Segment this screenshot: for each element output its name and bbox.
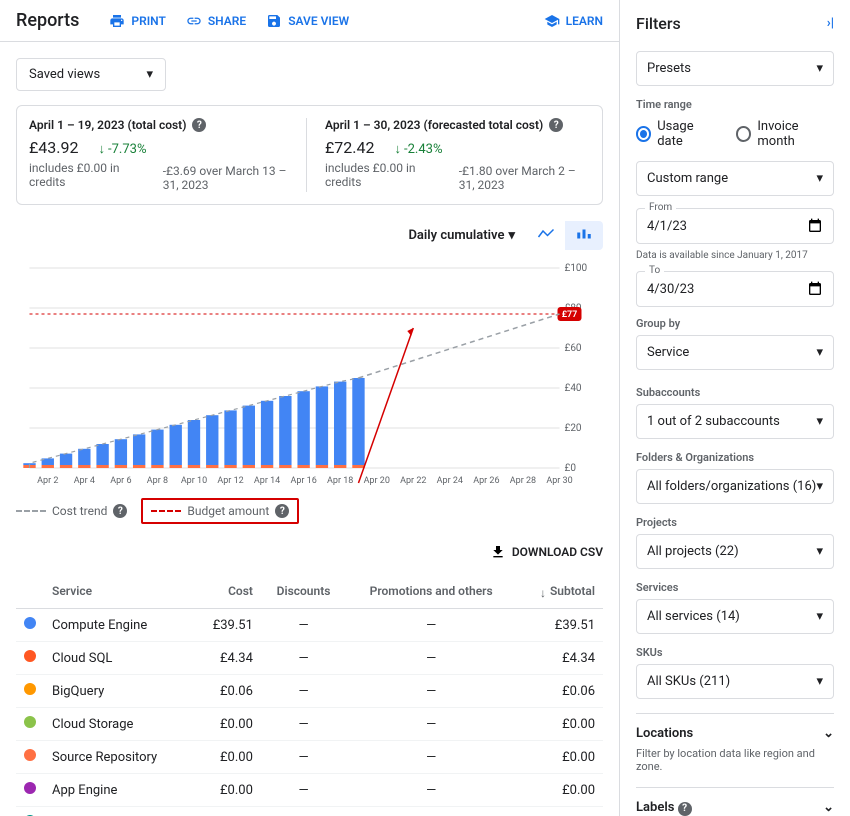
svg-text:Apr 10: Apr 10: [181, 476, 207, 486]
saved-views-select[interactable]: Saved views▾: [16, 58, 166, 91]
filters-panel: Filters ›| Presets▾ Time range Usage dat…: [620, 0, 850, 816]
chart-view-select[interactable]: Daily cumulative▾: [408, 228, 515, 243]
help-icon[interactable]: ?: [192, 118, 206, 132]
save-view-button[interactable]: SAVE VIEW: [266, 13, 349, 29]
help-icon[interactable]: ?: [549, 118, 563, 132]
svg-text:Apr 6: Apr 6: [110, 476, 131, 486]
group-by-select[interactable]: Service▾: [636, 335, 834, 370]
svg-text:£60: £60: [565, 343, 582, 354]
table-row[interactable]: App Engine £0.00 — — £0.00: [16, 774, 603, 807]
header: Reports PRINT SHARE SAVE VIEW LEARN: [0, 0, 619, 42]
svg-text:£0: £0: [565, 463, 577, 474]
help-icon[interactable]: ?: [275, 504, 289, 518]
table-row[interactable]: BigQuery £0.06 — — £0.06: [16, 675, 603, 708]
help-icon[interactable]: ?: [113, 504, 127, 518]
calendar-icon: [807, 281, 823, 297]
forecast-cost-card: April 1 – 30, 2023 (forecasted total cos…: [306, 118, 590, 192]
svg-text:Apr 12: Apr 12: [217, 476, 243, 486]
table-row[interactable]: Source Repository £0.00 — — £0.00: [16, 741, 603, 774]
svg-text:£77: £77: [562, 310, 578, 320]
labels-section[interactable]: Labels ?⌄: [636, 800, 834, 816]
svg-text:Apr 4: Apr 4: [74, 476, 95, 486]
help-icon[interactable]: ?: [678, 802, 692, 816]
range-select[interactable]: Custom range▾: [636, 161, 834, 196]
cost-chart: £0£20£40£60£80£100£77Apr 2Apr 4Apr 6Apr …: [16, 258, 603, 488]
svg-text:Apr 24: Apr 24: [437, 476, 463, 486]
subaccounts-select[interactable]: 1 out of 2 subaccounts▾: [636, 404, 834, 439]
from-date-input[interactable]: From 4/1/23: [636, 208, 834, 244]
share-button[interactable]: SHARE: [186, 13, 246, 29]
svg-text:Apr 8: Apr 8: [147, 476, 168, 486]
svg-text:Apr 16: Apr 16: [290, 476, 316, 486]
svg-text:Apr 26: Apr 26: [473, 476, 499, 486]
svg-text:£40: £40: [565, 383, 582, 394]
table-row[interactable]: Cloud Storage £0.00 — — £0.00: [16, 708, 603, 741]
locations-section[interactable]: Locations⌄: [636, 726, 834, 741]
svg-text:£20: £20: [565, 423, 582, 434]
presets-select[interactable]: Presets▾: [636, 51, 834, 86]
svg-text:Apr 30: Apr 30: [546, 476, 572, 486]
skus-select[interactable]: All SKUs (211)▾: [636, 664, 834, 699]
svg-text:Apr 18: Apr 18: [327, 476, 353, 486]
page-title: Reports: [16, 10, 79, 31]
cost-table: Service Cost Discounts Promotions and ot…: [16, 574, 603, 816]
bar-view-button[interactable]: [565, 221, 603, 250]
line-view-button[interactable]: [527, 221, 565, 250]
svg-text:Apr 22: Apr 22: [400, 476, 426, 486]
svg-text:£100: £100: [565, 263, 588, 274]
svg-text:Apr 2: Apr 2: [37, 476, 58, 486]
services-select[interactable]: All services (14)▾: [636, 599, 834, 634]
print-button[interactable]: PRINT: [109, 13, 165, 29]
svg-text:Apr 20: Apr 20: [364, 476, 390, 486]
table-row[interactable]: Data Catalog £0.00 — — £0.00: [16, 807, 603, 816]
usage-date-radio[interactable]: Usage date: [636, 119, 718, 149]
summary-cards: April 1 – 19, 2023 (total cost)? £43.92 …: [16, 105, 603, 205]
projects-select[interactable]: All projects (22)▾: [636, 534, 834, 569]
download-csv-button[interactable]: DOWNLOAD CSV: [490, 544, 603, 560]
svg-text:Apr 28: Apr 28: [510, 476, 536, 486]
table-row[interactable]: Cloud SQL £4.34 — — £4.34: [16, 642, 603, 675]
invoice-month-radio[interactable]: Invoice month: [736, 119, 834, 149]
legend-cost-trend: Cost trend?: [16, 504, 127, 518]
legend-budget-amount: Budget amount?: [141, 498, 299, 524]
collapse-icon[interactable]: ›|: [827, 16, 834, 31]
svg-text:Apr 14: Apr 14: [254, 476, 280, 486]
total-cost-card: April 1 – 19, 2023 (total cost)? £43.92 …: [29, 118, 294, 192]
calendar-icon: [807, 218, 823, 234]
to-date-input[interactable]: To 4/30/23: [636, 271, 834, 307]
folders-select[interactable]: All folders/organizations (16)▾: [636, 469, 834, 504]
filters-title: Filters: [636, 14, 681, 33]
learn-button[interactable]: LEARN: [544, 13, 603, 29]
table-row[interactable]: Compute Engine £39.51 — — £39.51: [16, 609, 603, 642]
